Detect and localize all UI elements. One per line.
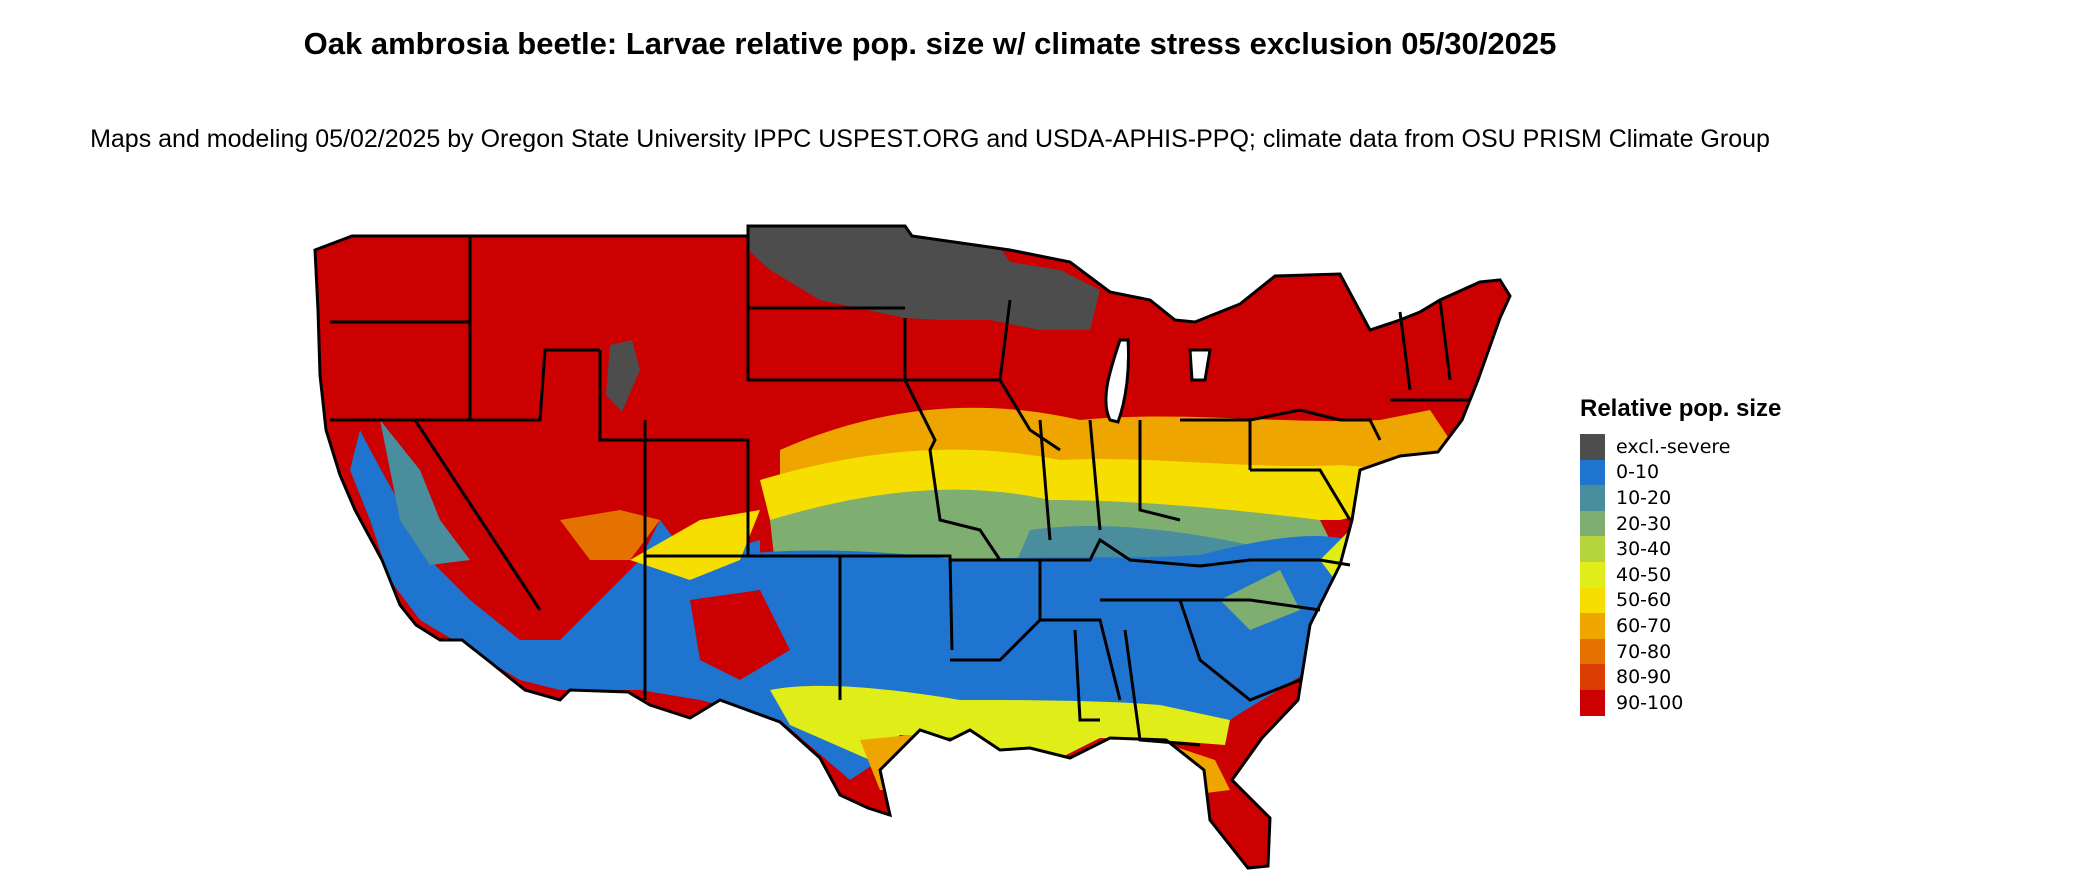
legend-swatch [1580,510,1605,537]
legend-item: 50-60 [1580,587,1781,614]
state-borders [313,224,1512,870]
legend-item: 0-10 [1580,459,1781,486]
legend-swatch [1580,613,1605,639]
legend-item: 40-50 [1580,561,1781,588]
legend-label: 70-80 [1616,640,1672,663]
legend-item: 10-20 [1580,485,1781,511]
map-subtitle: Maps and modeling 05/02/2025 by Oregon S… [90,125,1770,153]
legend-swatch [1580,561,1605,588]
legend-item: excl.-severe [1580,434,1781,460]
legend-swatch [1580,536,1605,562]
legend-swatch [1580,485,1605,511]
heatmap-zones [315,226,1510,868]
legend-label: 60-70 [1616,614,1672,637]
legend-label: 50-60 [1616,589,1672,612]
legend-item: 30-40 [1580,536,1781,562]
map-title: Oak ambrosia beetle: Larvae relative pop… [303,26,1557,61]
legend-label: 90-100 [1616,691,1684,714]
legend-label: 10-20 [1616,486,1672,509]
legend-item: 60-70 [1580,613,1781,639]
legend-swatch [1580,587,1605,614]
legend-swatch [1580,689,1605,716]
legend-label: 0-10 [1616,461,1660,484]
legend: Relative pop. size excl.-severe 0-10 10-20… [1580,394,1781,716]
legend-label: 40-50 [1616,563,1672,586]
legend-item: 80-90 [1580,664,1781,690]
legend-item: 20-30 [1580,510,1781,537]
legend-swatch [1580,459,1605,486]
legend-label: excl.-severe [1616,435,1731,458]
legend-label: 20-30 [1616,512,1672,535]
legend-items: excl.-severe 0-10 10-20 20-30 30-40 40-50 50-6… [1580,434,1781,716]
legend-item: 70-80 [1580,638,1781,665]
legend-swatch [1580,664,1605,690]
legend-swatch [1580,434,1605,460]
legend-item: 90-100 [1580,689,1781,716]
great-lakes [1104,338,1212,424]
legend-label: 80-90 [1616,666,1672,689]
legend-swatch [1580,638,1605,665]
legend-label: 30-40 [1616,538,1672,561]
legend-title: Relative pop. size [1580,395,1782,422]
